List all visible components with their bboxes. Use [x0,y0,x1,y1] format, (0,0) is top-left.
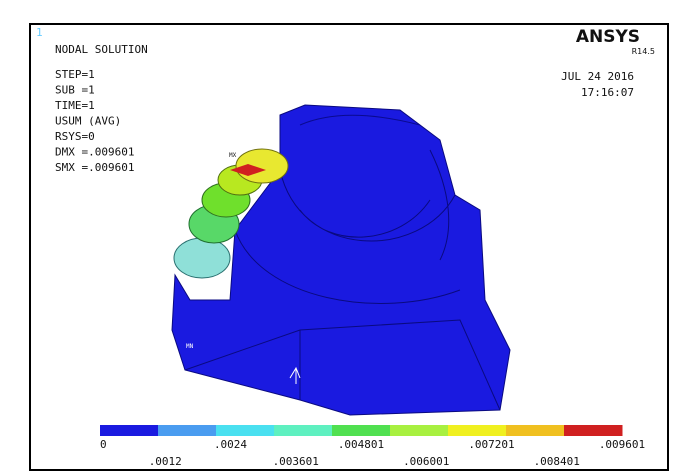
legend-swatch [274,425,333,436]
legend-swatch [506,425,565,436]
info-title: NODAL SOLUTION [55,43,148,56]
legend-swatch [332,425,391,436]
info-line: TIME=1 [55,99,95,112]
time: 17:16:07 [581,86,634,99]
info-line: DMX =.009601 [55,146,134,159]
legend-label: .003601 [273,455,319,468]
legend-swatch [448,425,507,436]
legend-label: .007201 [468,438,514,451]
info-line: SMX =.009601 [55,161,134,174]
ansys-screenshot: 1 ANSYS R14.5 JUL 24 2016 17:16:07 NODAL… [0,0,680,472]
legend-swatch [158,425,217,436]
max-marker: MX [229,152,237,159]
legend-label: .0012 [149,455,182,468]
min-marker: MN [186,343,194,350]
legend-swatch [216,425,275,436]
info-line: USUM (AVG) [55,115,121,128]
legend-swatch [390,425,449,436]
legend-label: .009601 [599,438,645,451]
date: JUL 24 2016 [561,70,634,83]
info-line: RSYS=0 [55,130,95,143]
legend-label: 0 [100,438,107,451]
legend-swatch [100,425,159,436]
legend-label: .004801 [338,438,384,451]
legend-swatch [564,425,623,436]
version: R14.5 [632,47,655,56]
legend-label: .0024 [214,438,247,451]
window-index: 1 [36,26,43,39]
legend-label: .008401 [534,455,580,468]
info-line: STEP=1 [55,68,95,81]
info-line: SUB =1 [55,84,95,97]
brand: ANSYS [576,27,640,47]
legend-label: .006001 [403,455,449,468]
